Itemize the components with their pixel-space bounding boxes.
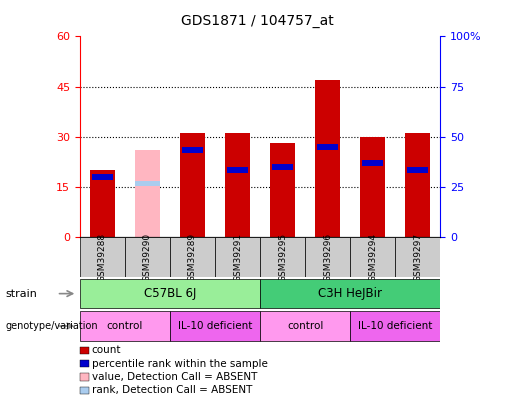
Bar: [272, 164, 293, 170]
Bar: [260, 311, 350, 341]
Bar: [90, 170, 115, 237]
Bar: [225, 133, 250, 237]
Text: count: count: [92, 345, 121, 355]
Text: control: control: [287, 321, 323, 331]
Text: IL-10 deficient: IL-10 deficient: [178, 321, 252, 331]
Bar: [135, 150, 160, 237]
Bar: [170, 311, 260, 341]
Bar: [80, 360, 89, 367]
Text: control: control: [107, 321, 143, 331]
Text: GSM39297: GSM39297: [414, 232, 422, 282]
Text: value, Detection Call = ABSENT: value, Detection Call = ABSENT: [92, 372, 257, 382]
Text: GSM39288: GSM39288: [98, 232, 107, 282]
Bar: [405, 133, 430, 237]
Bar: [182, 147, 203, 153]
Bar: [350, 311, 440, 341]
Text: C3H HeJBir: C3H HeJBir: [318, 287, 382, 300]
Text: GSM39296: GSM39296: [323, 232, 332, 282]
Bar: [125, 237, 170, 277]
Text: GSM39295: GSM39295: [278, 232, 287, 282]
Text: strain: strain: [5, 289, 37, 298]
Text: C57BL 6J: C57BL 6J: [144, 287, 196, 300]
Bar: [270, 143, 295, 237]
Bar: [315, 80, 340, 237]
Bar: [360, 137, 385, 237]
Text: genotype/variation: genotype/variation: [5, 321, 98, 331]
Bar: [215, 237, 260, 277]
Text: percentile rank within the sample: percentile rank within the sample: [92, 359, 268, 369]
Bar: [80, 373, 89, 381]
Bar: [80, 347, 89, 354]
Bar: [350, 237, 396, 277]
Bar: [227, 167, 248, 173]
Text: GSM39289: GSM39289: [188, 232, 197, 282]
Bar: [135, 181, 160, 186]
Bar: [317, 144, 338, 150]
Bar: [362, 160, 383, 166]
Bar: [260, 279, 440, 308]
Bar: [92, 174, 113, 180]
Text: GSM39294: GSM39294: [368, 233, 377, 281]
Bar: [180, 133, 205, 237]
Text: IL-10 deficient: IL-10 deficient: [358, 321, 433, 331]
Text: rank, Detection Call = ABSENT: rank, Detection Call = ABSENT: [92, 386, 252, 395]
Bar: [80, 279, 260, 308]
Bar: [407, 167, 428, 173]
Bar: [80, 387, 89, 394]
Bar: [170, 237, 215, 277]
Bar: [305, 237, 350, 277]
Text: GDS1871 / 104757_at: GDS1871 / 104757_at: [181, 14, 334, 28]
Bar: [80, 311, 170, 341]
Bar: [396, 237, 440, 277]
Bar: [80, 237, 125, 277]
Text: GSM39291: GSM39291: [233, 232, 242, 282]
Bar: [260, 237, 305, 277]
Text: GSM39290: GSM39290: [143, 232, 152, 282]
